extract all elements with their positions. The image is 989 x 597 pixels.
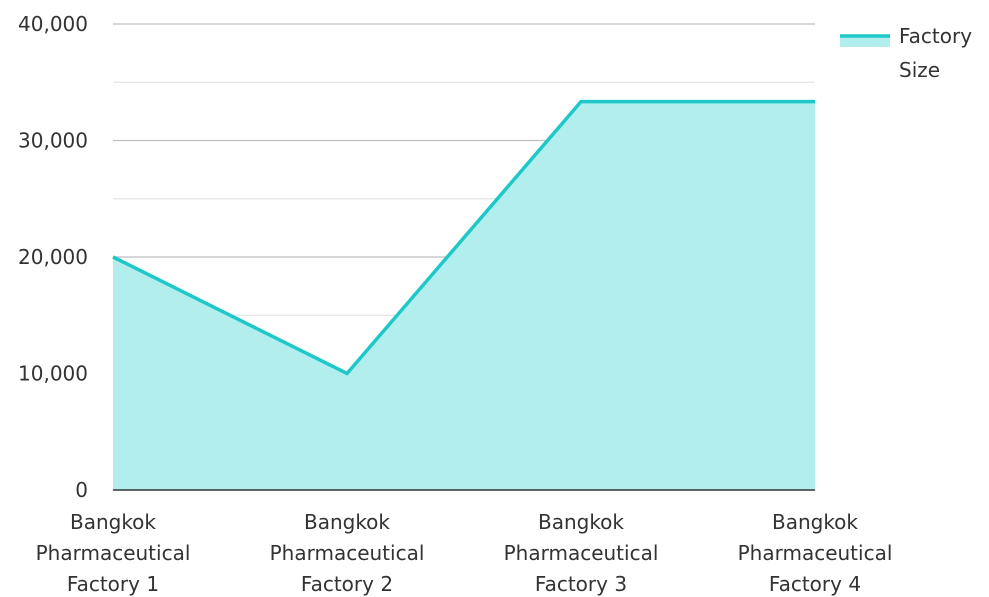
legend-swatch-fill	[840, 35, 890, 47]
x-tick-label: Bangkok Pharmaceutical Factory 4	[738, 510, 893, 596]
series-area-factory-size	[113, 101, 815, 491]
y-tick-label: 30,000	[18, 129, 88, 153]
x-tick-label: Bangkok Pharmaceutical Factory 3	[504, 510, 659, 596]
y-tick-label: 0	[75, 478, 88, 502]
data-points	[112, 101, 816, 374]
x-tick-label: Bangkok Pharmaceutical Factory 2	[270, 510, 425, 596]
x-axis-tick-labels: Bangkok Pharmaceutical Factory 1 Bangkok Pha…	[36, 510, 893, 596]
legend: Factory Size	[840, 24, 972, 82]
y-tick-label: 10,000	[18, 362, 88, 386]
y-tick-label: 40,000	[18, 12, 88, 36]
series-line-factory-size	[112, 99, 815, 376]
y-axis-tick-labels: 0 10,000 20,000 30,000 40,000	[18, 12, 88, 502]
legend-label-factory-size: Factory Size	[899, 24, 972, 82]
y-tick-label: 20,000	[18, 245, 88, 269]
x-tick-label: Bangkok Pharmaceutical Factory 1	[36, 510, 191, 596]
